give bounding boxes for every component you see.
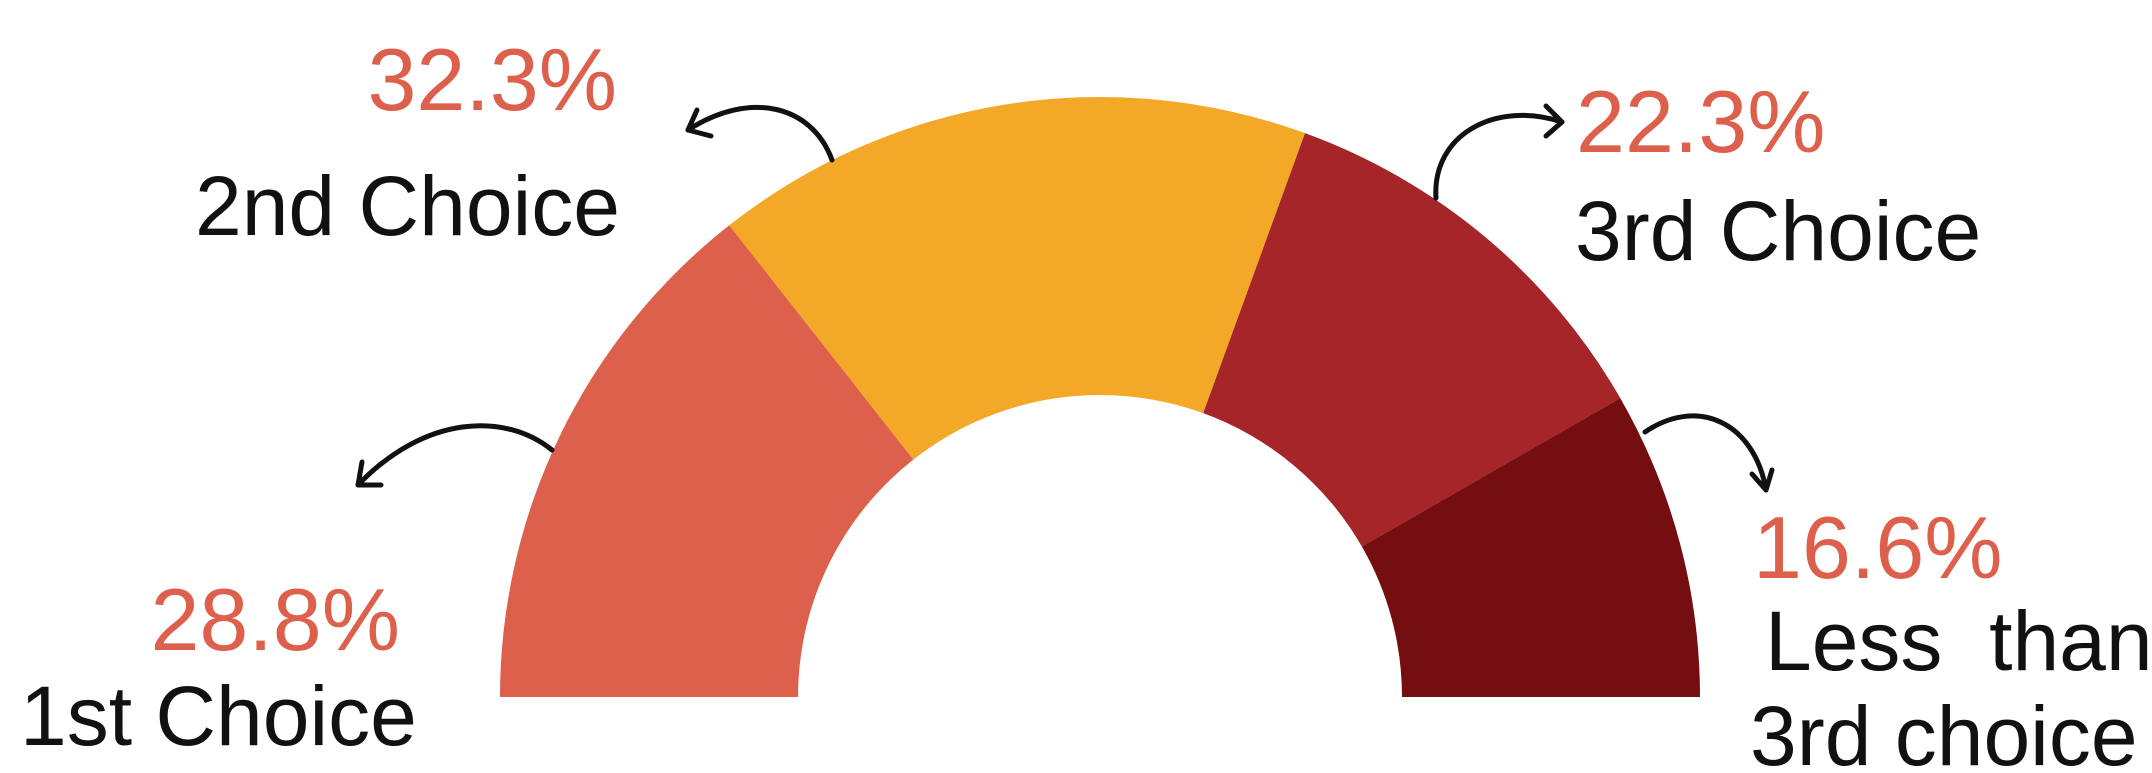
label-3rd-choice: 22.3% 3rd Choice	[1575, 72, 1981, 278]
category-label-less-than-3rd-line1: Less than	[1765, 594, 2152, 688]
arrow-less-than-3rd	[1642, 413, 1775, 493]
category-label-2nd-choice: 2nd Choice	[195, 159, 620, 253]
value-label-2nd-choice: 32.3%	[367, 30, 617, 129]
category-label-less-than-3rd-line2: 3rd choice	[1750, 689, 2138, 773]
value-label-3rd-choice: 22.3%	[1576, 72, 1826, 171]
category-label-3rd-choice: 3rd Choice	[1575, 184, 1981, 278]
label-2nd-choice: 32.3% 2nd Choice	[195, 30, 620, 253]
slice-3rd-choice	[1203, 133, 1621, 547]
arrow-1st-choice	[355, 423, 555, 488]
category-label-1st-choice: 1st Choice	[20, 669, 417, 763]
pointer-arrows	[355, 103, 1775, 493]
value-label-1st-choice: 28.8%	[150, 570, 400, 669]
arrow-2nd-choice	[685, 104, 835, 163]
arrow-3rd-choice	[1433, 103, 1565, 201]
slice-less-than-3rd	[1361, 398, 1700, 697]
label-less-than-3rd: 16.6% Less than 3rd choice	[1750, 498, 2152, 773]
label-1st-choice: 28.8% 1st Choice	[20, 570, 417, 763]
slice-2nd-choice	[729, 97, 1306, 460]
donut-slices	[500, 97, 1700, 698]
value-label-less-than-3rd: 16.6%	[1753, 498, 2003, 597]
slice-1st-choice	[500, 225, 914, 698]
